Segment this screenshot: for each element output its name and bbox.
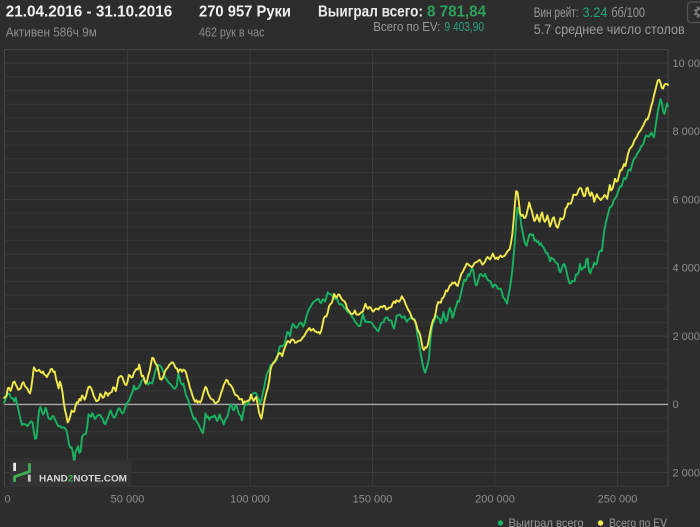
svg-text:0: 0 [4,494,10,506]
svg-text:4 000: 4 000 [673,263,700,275]
svg-text:250 000: 250 000 [598,494,638,506]
svg-text:50 000: 50 000 [111,494,145,506]
svg-text:0: 0 [673,399,679,411]
svg-text:2 000: 2 000 [673,331,700,343]
svg-text:5.7 среднее число столов: 5.7 среднее число столов [534,22,685,37]
svg-text:6 000: 6 000 [673,195,700,207]
svg-text:200 000: 200 000 [475,494,515,506]
svg-text:Выиграл всего: Выиграл всего [509,516,584,527]
svg-text:270 957 Руки: 270 957 Руки [199,4,291,21]
svg-text:бб/100: бб/100 [611,5,645,20]
svg-text:462 рук в час: 462 рук в час [199,26,265,40]
svg-text:8 781,84: 8 781,84 [427,4,486,21]
svg-text:Всего по EV:: Всего по EV: [373,19,440,34]
svg-text:Выиграл всего:: Выиграл всего: [318,4,423,21]
svg-text:HAND2NOTE.COM: HAND2NOTE.COM [39,474,127,485]
svg-text:21.04.2016 - 31.10.2016: 21.04.2016 - 31.10.2016 [6,4,173,21]
svg-text:100 000: 100 000 [230,494,270,506]
svg-text:Всего по EV: Всего по EV [609,516,667,527]
svg-text:150 000: 150 000 [353,494,393,506]
svg-text:Вин рейт:: Вин рейт: [534,5,579,20]
svg-text:3.24: 3.24 [583,5,608,20]
svg-text:8 000: 8 000 [673,126,700,138]
svg-text:9 403,90: 9 403,90 [445,19,485,34]
svg-text:Активен 586ч 9м: Активен 586ч 9м [6,26,97,40]
svg-text:2 000: 2 000 [673,468,700,480]
svg-text:10 000: 10 000 [673,58,700,70]
